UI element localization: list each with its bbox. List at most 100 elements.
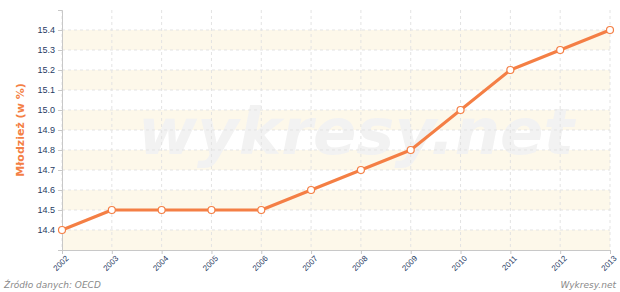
credit: Wykresy.net xyxy=(560,280,616,290)
y-axis-title: Młodzież (w %) xyxy=(14,83,27,176)
tick: 2005 xyxy=(201,250,220,273)
tick-label: 15.2 xyxy=(37,65,55,75)
tick-label: 14.6 xyxy=(37,185,55,195)
tick-label: 15.0 xyxy=(37,105,55,115)
grid-line xyxy=(62,30,610,31)
tick-label: 15.3 xyxy=(37,45,55,55)
marker xyxy=(407,147,414,154)
tick-mark xyxy=(112,250,113,254)
grid-line xyxy=(62,90,610,91)
tick-label: 14.9 xyxy=(37,125,55,135)
marker xyxy=(59,227,66,234)
tick-mark xyxy=(560,250,561,254)
tick-label: 14.8 xyxy=(37,145,55,155)
band xyxy=(62,190,610,210)
tick-mark xyxy=(461,250,462,254)
tick: 15.0 xyxy=(37,105,62,115)
tick-label: 14.4 xyxy=(37,225,55,235)
tick-label: 15.1 xyxy=(37,85,55,95)
tick-label: 2003 xyxy=(101,254,120,273)
tick-label: 2006 xyxy=(251,254,270,273)
band xyxy=(62,70,610,90)
bands xyxy=(62,30,610,250)
y-axis: 14.4 14.5 14.6 14.7 14.8 14.9 15.0 15.1 15.2 15.3… xyxy=(37,11,62,251)
tick: 2006 xyxy=(251,250,270,273)
tick-label: 2008 xyxy=(351,254,370,273)
tick: 2003 xyxy=(101,250,120,273)
grid-line xyxy=(62,130,610,131)
axis-line xyxy=(58,11,63,251)
tick-label: 2012 xyxy=(550,254,569,273)
grid-line xyxy=(62,170,610,171)
marker xyxy=(557,47,564,54)
plot-background xyxy=(62,10,610,250)
tick-mark xyxy=(58,190,62,191)
x-axis: 2002 2003 2004 2005 2006 2007 2008 2009 2010 2011… xyxy=(52,250,619,273)
tick-mark xyxy=(411,250,412,254)
tick: 2013 xyxy=(600,250,619,273)
tick-label: 2010 xyxy=(450,254,469,273)
tick-mark xyxy=(58,90,62,91)
chart: wykresy.net14.414.514.614.714.814.915.01… xyxy=(0,0,620,292)
band xyxy=(62,230,610,250)
tick-mark xyxy=(58,30,62,31)
chart-container: wykresy.net14.414.514.614.714.814.915.01… xyxy=(0,0,620,292)
grid-line xyxy=(311,10,312,250)
tick-label: 2004 xyxy=(151,254,170,273)
tick-mark xyxy=(261,250,262,254)
grid-line xyxy=(610,10,611,250)
plot xyxy=(59,27,614,234)
grid-line xyxy=(410,10,411,250)
tick: 14.8 xyxy=(37,145,62,155)
tick: 2011 xyxy=(500,250,519,272)
grid xyxy=(62,10,610,250)
tick: 2012 xyxy=(550,250,569,273)
marker xyxy=(357,167,364,174)
marker xyxy=(607,27,614,34)
tick: 15.4 xyxy=(37,25,62,35)
tick-mark xyxy=(510,250,511,254)
tick: 15.1 xyxy=(37,85,62,95)
tick-mark xyxy=(211,250,212,254)
grid-line xyxy=(460,10,461,250)
grid-line xyxy=(62,70,610,71)
grid-line xyxy=(62,230,610,231)
tick: 2002 xyxy=(52,250,71,273)
grid-line xyxy=(62,190,610,191)
tick: 14.5 xyxy=(37,205,62,215)
tick-mark xyxy=(58,130,62,131)
tick-label: 2011 xyxy=(500,254,519,273)
tick: 14.7 xyxy=(37,165,62,175)
marker xyxy=(457,107,464,114)
tick-mark xyxy=(311,250,312,254)
tick-mark xyxy=(610,250,611,254)
marker xyxy=(208,207,215,214)
grid-line xyxy=(510,10,511,250)
tick: 14.9 xyxy=(37,125,62,135)
marker xyxy=(308,187,315,194)
tick: 15.3 xyxy=(37,45,62,55)
tick: 2007 xyxy=(301,250,320,273)
tick-mark xyxy=(58,150,62,151)
tick-label: 2007 xyxy=(301,254,320,273)
tick-label: 2009 xyxy=(400,254,419,273)
tick-mark xyxy=(58,210,62,211)
tick: 2010 xyxy=(450,250,469,273)
grid-line xyxy=(360,10,361,250)
marker xyxy=(108,207,115,214)
grid-line xyxy=(62,50,610,51)
tick-mark xyxy=(361,250,362,254)
tick-label: 14.5 xyxy=(37,205,55,215)
band xyxy=(62,30,610,50)
marker xyxy=(258,207,265,214)
tick-label: 2013 xyxy=(600,254,619,273)
tick: 2009 xyxy=(400,250,419,273)
tick-label: 2005 xyxy=(201,254,220,273)
tick: 15.2 xyxy=(37,65,62,75)
tick: 14.6 xyxy=(37,185,62,195)
tick-mark xyxy=(62,250,63,254)
axis-line xyxy=(63,251,611,255)
tick-label: 2002 xyxy=(52,254,71,273)
tick-label: 15.4 xyxy=(37,25,55,35)
tick: 2004 xyxy=(151,250,170,273)
